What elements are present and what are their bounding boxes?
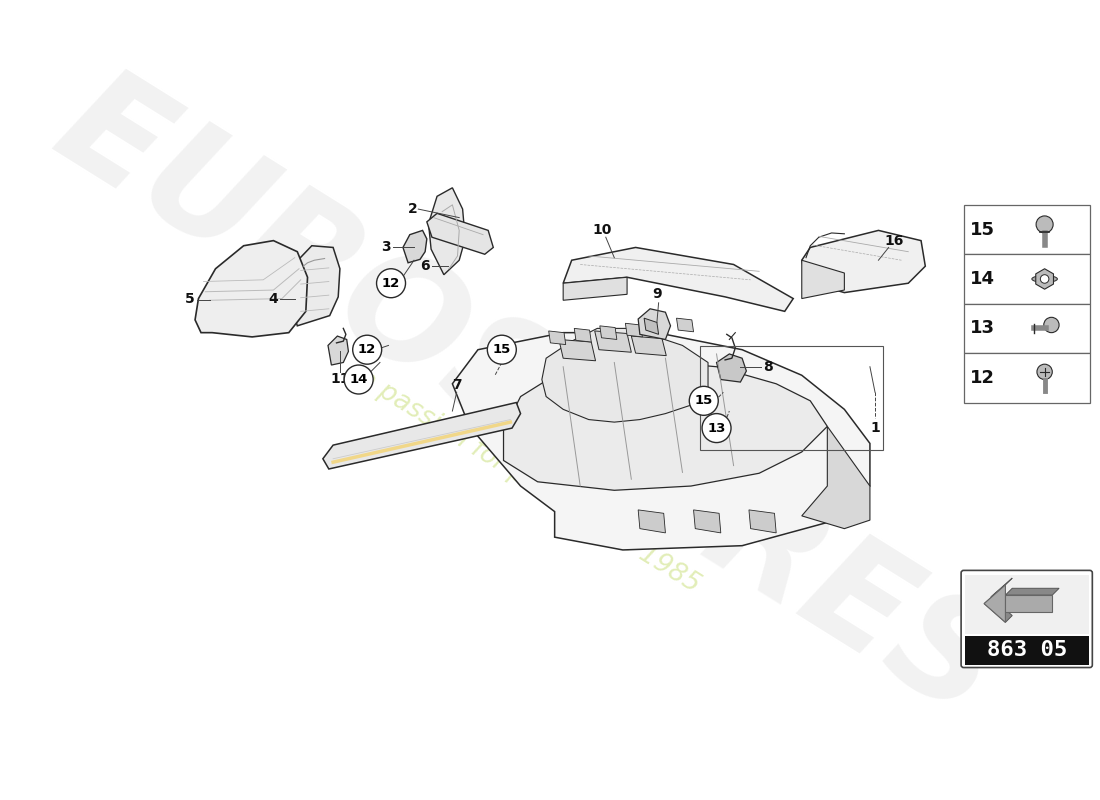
FancyBboxPatch shape [961, 570, 1092, 667]
Polygon shape [595, 331, 631, 352]
Polygon shape [574, 328, 592, 342]
Polygon shape [626, 323, 642, 337]
Polygon shape [716, 354, 747, 382]
Text: a passion for parts since 1985: a passion for parts since 1985 [353, 365, 705, 598]
Bar [965, 574, 1089, 634]
Text: 12: 12 [970, 369, 994, 387]
Bar [964, 254, 1090, 304]
Text: 13: 13 [970, 319, 994, 338]
Text: 14: 14 [350, 373, 367, 386]
Polygon shape [802, 260, 845, 298]
Circle shape [344, 365, 373, 394]
Polygon shape [195, 241, 308, 337]
Text: 15: 15 [493, 343, 510, 356]
Polygon shape [1036, 269, 1054, 289]
Bar [965, 636, 1089, 665]
Circle shape [487, 335, 516, 364]
Circle shape [1036, 216, 1053, 233]
Polygon shape [693, 510, 720, 533]
Polygon shape [1005, 588, 1059, 595]
Circle shape [353, 335, 382, 364]
Text: 12: 12 [359, 343, 376, 356]
Text: 5: 5 [185, 291, 195, 306]
Text: 12: 12 [382, 277, 400, 290]
Polygon shape [638, 510, 666, 533]
Circle shape [376, 269, 406, 298]
Text: 13: 13 [707, 422, 726, 434]
Text: 15: 15 [694, 394, 713, 407]
Polygon shape [638, 309, 671, 339]
Text: 863 05: 863 05 [987, 641, 1067, 661]
Polygon shape [563, 247, 793, 311]
Polygon shape [984, 578, 1012, 622]
Text: 11: 11 [330, 372, 350, 386]
Bar [700, 346, 882, 450]
Circle shape [690, 386, 718, 415]
Text: 10: 10 [593, 223, 612, 238]
Text: 9: 9 [652, 287, 662, 302]
Text: 7: 7 [452, 378, 462, 393]
Polygon shape [651, 321, 668, 334]
Polygon shape [403, 230, 427, 262]
Text: 4: 4 [268, 291, 278, 306]
Polygon shape [631, 336, 667, 356]
Text: 15: 15 [970, 221, 994, 238]
Polygon shape [600, 326, 617, 339]
Polygon shape [802, 230, 925, 293]
Polygon shape [563, 278, 627, 300]
Circle shape [702, 414, 732, 442]
Text: 6: 6 [420, 259, 430, 273]
Polygon shape [429, 188, 465, 274]
Polygon shape [323, 402, 520, 469]
Bar [964, 205, 1090, 254]
Circle shape [1037, 364, 1053, 379]
Bar [964, 353, 1090, 402]
Polygon shape [1005, 595, 1053, 612]
Text: 16: 16 [884, 234, 903, 248]
Polygon shape [559, 339, 595, 361]
Polygon shape [289, 246, 340, 326]
Polygon shape [802, 426, 870, 529]
Circle shape [1044, 318, 1059, 333]
Polygon shape [328, 336, 349, 365]
Polygon shape [542, 328, 708, 422]
Polygon shape [984, 585, 1005, 622]
Ellipse shape [1032, 275, 1057, 282]
Text: 3: 3 [381, 241, 390, 254]
Bar [964, 304, 1090, 353]
Polygon shape [549, 331, 565, 345]
Text: 2: 2 [408, 202, 418, 216]
Polygon shape [645, 318, 659, 334]
Text: EUROSPARES: EUROSPARES [33, 54, 1025, 747]
Polygon shape [452, 333, 870, 550]
Text: 14: 14 [970, 270, 994, 288]
Polygon shape [504, 358, 827, 490]
Text: 1: 1 [870, 421, 880, 435]
Polygon shape [427, 214, 493, 254]
Polygon shape [676, 318, 693, 332]
Text: 8: 8 [762, 360, 772, 374]
Polygon shape [749, 510, 777, 533]
Circle shape [1041, 274, 1049, 283]
